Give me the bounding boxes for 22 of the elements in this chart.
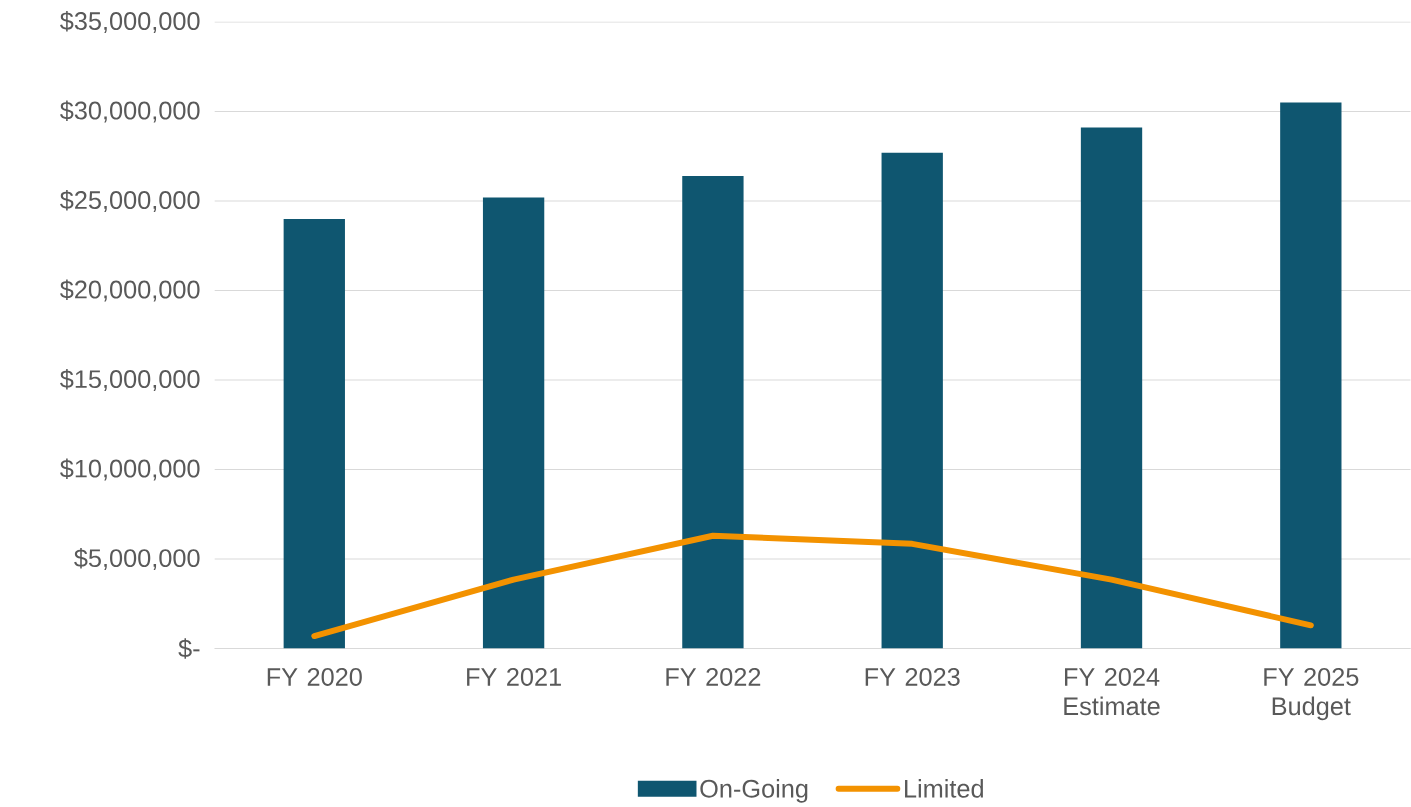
x-tick-label: FY 2020 [267,667,362,686]
y-tick-label: $10,000,000 [60,458,200,481]
x-tick-label: FY 2025 Budget [1264,667,1359,721]
bar [682,175,744,649]
y-tick-label: $20,000,000 [60,279,200,302]
legend-label: On-Going [700,778,808,803]
y-tick-label: $35,000,000 [60,10,200,33]
y-tick-label: $5,000,000 [74,547,200,570]
bar [1080,127,1143,649]
x-tick-label: FY 2022 [666,667,761,686]
bar [482,197,545,649]
x-tick-label: FY 2024 Estimate [1064,667,1160,716]
legend-label: Limited [905,778,983,798]
bar [1280,102,1342,649]
x-tick-label: FY 2021 [467,667,561,686]
y-tick-label: $25,000,000 [60,189,200,212]
bar [283,218,345,649]
y-tick-label: $15,000,000 [60,368,200,391]
y-tick-label: $- [178,638,200,659]
bar [881,152,943,649]
x-tick-label: FY 2023 [865,667,960,686]
y-tick-label: $30,000,000 [60,100,200,123]
